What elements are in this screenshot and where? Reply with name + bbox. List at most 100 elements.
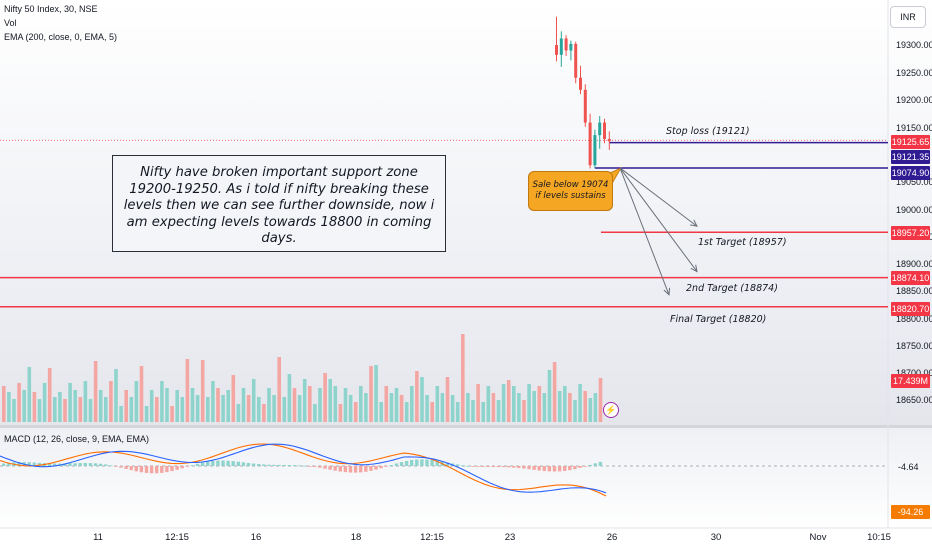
volume-bar bbox=[455, 402, 460, 422]
volume-bar bbox=[399, 395, 404, 422]
macd-histogram-bar bbox=[7, 462, 11, 466]
macd-histogram-bar bbox=[144, 466, 149, 473]
volume-bar bbox=[139, 366, 144, 422]
volume-tag: 17.439M bbox=[891, 374, 930, 388]
candle-body bbox=[588, 122, 592, 166]
macd-histogram-bar bbox=[302, 465, 307, 467]
candle-body bbox=[579, 77, 582, 90]
y-tick: 18900.00 bbox=[896, 259, 932, 269]
macd-histogram-bar bbox=[165, 466, 169, 473]
macd-histogram-bar bbox=[139, 466, 144, 473]
macd-histogram-bar bbox=[88, 463, 93, 466]
volume-bar bbox=[155, 397, 159, 422]
macd-histogram-bar bbox=[17, 462, 21, 466]
macd-histogram-bar bbox=[476, 466, 480, 467]
volume-bar bbox=[461, 334, 465, 422]
target2-label: 2nd Target (18874) bbox=[686, 283, 778, 294]
volume-bar bbox=[537, 386, 542, 422]
volume-bar bbox=[211, 381, 215, 422]
y-tick: 19200.00 bbox=[896, 95, 932, 105]
macd-histogram-bar bbox=[114, 466, 118, 467]
macd-histogram-bar bbox=[78, 463, 82, 466]
volume-bar bbox=[532, 391, 536, 422]
x-tick: 11 bbox=[93, 532, 103, 543]
macd-histogram-bar bbox=[578, 466, 582, 468]
macd-legend[interactable]: MACD (12, 26, close, 9, EMA, EMA) bbox=[4, 434, 150, 444]
ema-legend[interactable]: EMA (200, close, 0, EMA, 5) bbox=[4, 32, 118, 42]
macd-line bbox=[0, 443, 607, 494]
target2-price-tag: 18874.10 bbox=[891, 271, 930, 285]
volume-bar bbox=[379, 402, 383, 422]
entry-callout[interactable]: Sale below 19074 if levels sustains bbox=[528, 171, 613, 211]
volume-bar bbox=[359, 386, 363, 422]
macd-histogram-bar bbox=[353, 466, 358, 473]
macd-histogram-bar bbox=[231, 461, 235, 466]
final-target-label: Final Target (18820) bbox=[670, 314, 767, 325]
macd-pane[interactable] bbox=[0, 428, 932, 528]
currency-button[interactable]: INR bbox=[890, 6, 926, 28]
volume-bar bbox=[333, 386, 338, 422]
macd-histogram-bar bbox=[466, 465, 470, 467]
volume-bar bbox=[501, 384, 506, 422]
vol-legend[interactable]: Vol bbox=[4, 18, 17, 28]
pane-separator[interactable] bbox=[0, 425, 932, 428]
macd-histogram-bar bbox=[394, 463, 399, 466]
macd-histogram-bar bbox=[109, 465, 113, 467]
y-tick: 18750.00 bbox=[896, 341, 932, 351]
macd-histogram-bar bbox=[170, 466, 174, 472]
macd-histogram-bar bbox=[200, 462, 205, 466]
volume-bar bbox=[318, 388, 322, 422]
macd-histogram-bar bbox=[369, 466, 373, 471]
macd-histogram-bar bbox=[180, 466, 184, 469]
volume-bar bbox=[323, 373, 327, 422]
volume-bar bbox=[93, 361, 98, 422]
volume-bar bbox=[369, 366, 373, 422]
macd-histogram-bar bbox=[241, 462, 246, 466]
macd-histogram-bar bbox=[374, 466, 378, 470]
macd-histogram-bar bbox=[517, 466, 521, 469]
analysis-note[interactable]: Nifty have broken important support zone… bbox=[112, 155, 446, 252]
macd-value: -4.64 bbox=[898, 462, 919, 472]
volume-bar bbox=[180, 397, 185, 422]
candle-body bbox=[559, 38, 563, 55]
macd-histogram-bar bbox=[552, 466, 557, 472]
volume-bar bbox=[231, 375, 236, 422]
candle-body bbox=[603, 122, 606, 139]
macd-histogram-bar bbox=[195, 463, 200, 466]
volume-bar bbox=[435, 386, 440, 422]
volume-bar bbox=[2, 386, 6, 422]
volume-bar bbox=[32, 392, 37, 422]
volume-bar bbox=[404, 402, 409, 422]
volume-bar bbox=[42, 383, 47, 422]
volume-bar bbox=[251, 379, 256, 422]
macd-histogram-bar bbox=[573, 466, 577, 470]
volume-bar bbox=[88, 399, 93, 422]
volume-bar bbox=[7, 392, 11, 422]
volume-bar bbox=[328, 379, 332, 422]
macd-histogram-bar bbox=[333, 466, 337, 471]
macd-histogram-bar bbox=[27, 462, 31, 466]
y-tick: 19050.00 bbox=[896, 177, 932, 187]
macd-histogram-bar bbox=[415, 459, 419, 466]
symbol-legend[interactable]: Nifty 50 Index, 30, NSE bbox=[4, 4, 98, 14]
y-tick: 19150.00 bbox=[896, 123, 932, 133]
macd-histogram-bar bbox=[134, 466, 138, 472]
y-tick: 19250.00 bbox=[896, 68, 932, 78]
volume-bar bbox=[144, 406, 149, 422]
volume-bar bbox=[557, 391, 562, 422]
volume-bar bbox=[262, 404, 266, 422]
macd-histogram-bar bbox=[593, 463, 597, 466]
volume-bar bbox=[206, 397, 210, 422]
volume-bar bbox=[573, 400, 577, 422]
signal-value-tag: -94.26 bbox=[891, 505, 930, 519]
lightning-icon[interactable]: ⚡ bbox=[603, 402, 619, 418]
volume-bar bbox=[486, 386, 491, 422]
x-tick: 23 bbox=[504, 532, 516, 543]
volume-bar bbox=[236, 404, 241, 422]
macd-histogram-bar bbox=[455, 464, 460, 466]
volume-bar bbox=[420, 377, 424, 422]
volume-bar bbox=[542, 393, 547, 422]
target-arrow bbox=[619, 167, 698, 227]
volume-bar bbox=[246, 395, 251, 422]
volume-bar bbox=[471, 400, 475, 422]
